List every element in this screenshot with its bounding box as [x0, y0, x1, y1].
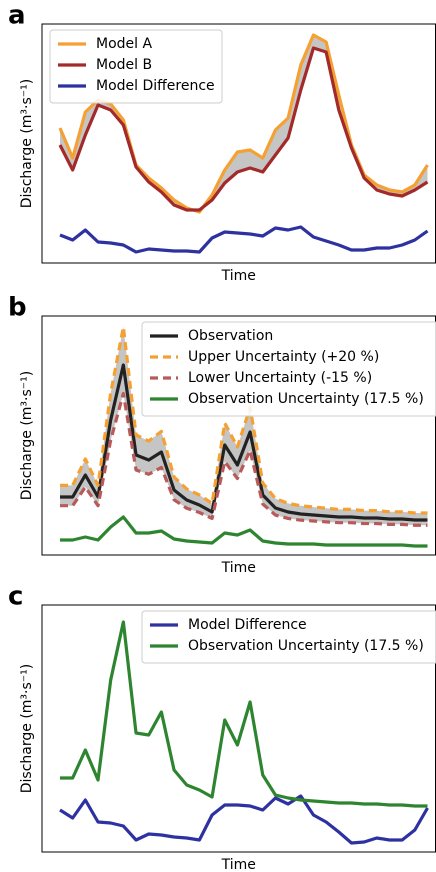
legend-label: Model B — [96, 57, 152, 73]
series-line — [60, 515, 428, 548]
legend-label: Observation — [188, 328, 273, 344]
legend-label: Observation Uncertainty (17.5 %) — [188, 391, 424, 407]
legend-label: Observation Uncertainty (17.5 %) — [188, 638, 424, 654]
series-line — [60, 620, 428, 808]
y-axis-label: Discharge (m³·s⁻¹) — [19, 371, 35, 501]
x-axis-label: Time — [221, 560, 256, 576]
y-axis-label: Discharge (m³·s⁻¹) — [19, 664, 35, 794]
legend-label: Lower Uncertainty (-15 %) — [188, 370, 372, 386]
panel-label: b — [8, 293, 27, 323]
series-line — [60, 391, 428, 527]
series-line — [60, 363, 428, 522]
panel-label: a — [8, 1, 26, 31]
x-axis-label: Time — [221, 857, 256, 872]
legend-box — [49, 29, 223, 104]
legend-label: Upper Uncertainty (+20 %) — [188, 349, 379, 365]
y-axis-label: Discharge (m³·s⁻¹) — [19, 79, 35, 209]
legend-label: Model Difference — [96, 78, 215, 94]
x-axis-label: Time — [221, 268, 256, 284]
panel-label: c — [8, 582, 23, 612]
legend-label: Model A — [96, 36, 152, 52]
series-line — [59, 225, 429, 254]
series-line — [59, 794, 429, 845]
legend-box — [141, 610, 436, 664]
legend-label: Model Difference — [188, 617, 307, 633]
series-line — [58, 33, 429, 214]
legend-box — [141, 321, 436, 417]
series-line — [58, 46, 429, 212]
